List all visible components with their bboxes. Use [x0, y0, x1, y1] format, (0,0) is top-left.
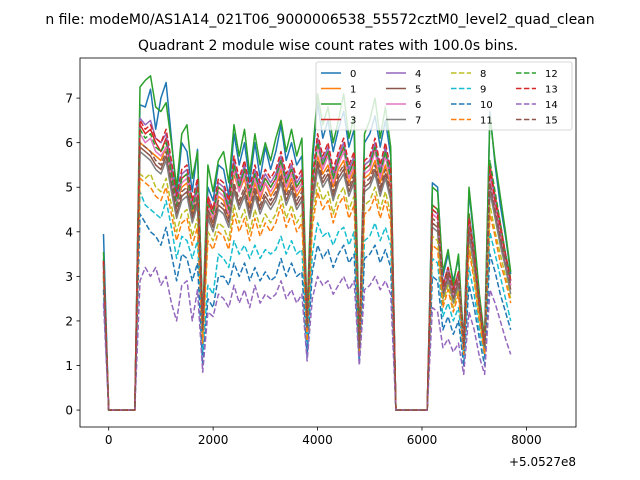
- series-line-10: [102, 213, 512, 411]
- legend-label-0: 0: [350, 69, 356, 80]
- series-line-11: [102, 177, 512, 411]
- x-axis-offset-label: +5.0527e8: [509, 455, 576, 469]
- x-tick-label: 0: [105, 433, 113, 447]
- legend-label-8: 8: [480, 69, 486, 80]
- y-tick-label: 6: [65, 136, 73, 150]
- series-layer: [102, 75, 512, 411]
- legend-label-2: 2: [350, 100, 356, 111]
- y-tick-label: 5: [65, 181, 73, 195]
- x-tick-label: 2000: [198, 433, 229, 447]
- plot-frame: [79, 57, 577, 428]
- y-tick-label: 4: [65, 225, 73, 239]
- legend-label-10: 10: [480, 100, 493, 111]
- y-tick-label: 7: [65, 92, 73, 106]
- legend-label-15: 15: [545, 116, 558, 127]
- legend-label-6: 6: [415, 100, 421, 111]
- x-tick-label: 4000: [302, 433, 333, 447]
- x-axis: 0 2000 4000 6000 8000: [105, 427, 542, 447]
- legend-label-3: 3: [350, 116, 356, 127]
- series-line-15: [102, 141, 512, 411]
- legend-label-7: 7: [415, 116, 421, 127]
- legend-label-4: 4: [415, 69, 421, 80]
- y-tick-label: 3: [65, 270, 73, 284]
- y-axis: 0 1 2 3 4 5 6 7: [65, 92, 80, 418]
- legend-label-11: 11: [480, 116, 493, 127]
- chart-title: Quadrant 2 module wise count rates with …: [138, 38, 518, 54]
- series-line-14: [102, 266, 512, 411]
- x-tick-label: 8000: [511, 433, 542, 447]
- y-tick-label: 1: [65, 359, 73, 373]
- y-tick-label: 0: [65, 404, 73, 418]
- legend-label-1: 1: [350, 85, 356, 96]
- legend-label-13: 13: [545, 85, 558, 96]
- x-tick-label: 6000: [407, 433, 438, 447]
- chart-suptitle: n file: modeM0/AS1A14_021T06_9000006538_…: [45, 12, 594, 28]
- legend-label-12: 12: [545, 69, 558, 80]
- y-tick-label: 2: [65, 314, 73, 328]
- legend-label-9: 9: [480, 85, 486, 96]
- legend-label-5: 5: [415, 85, 421, 96]
- legend-label-14: 14: [545, 100, 558, 111]
- legend-box: [315, 61, 573, 131]
